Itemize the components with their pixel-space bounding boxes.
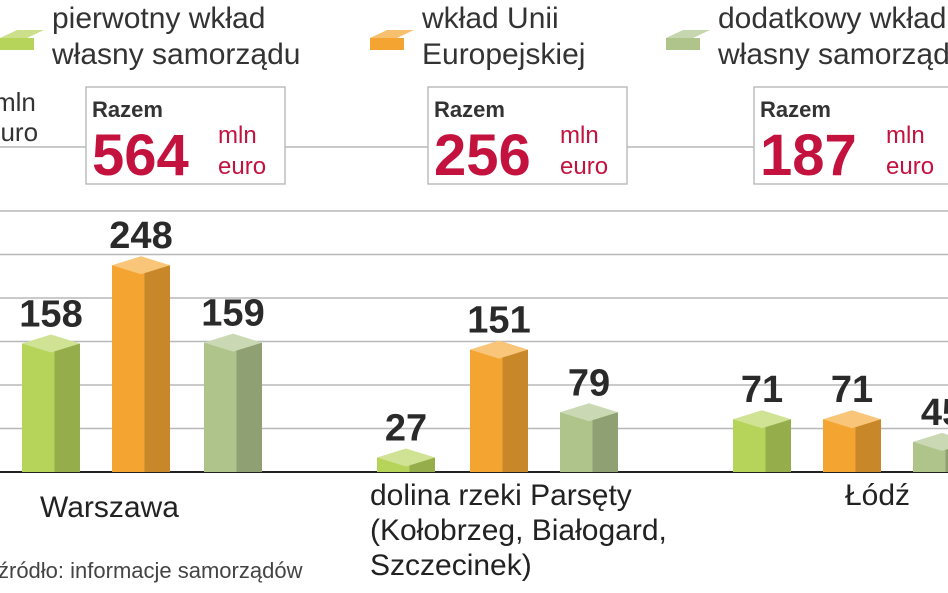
value-label: 79 [568, 362, 610, 404]
value-label: 71 [741, 369, 783, 411]
bar-front [112, 265, 145, 472]
total-value: 256 [434, 123, 531, 188]
legend-swatch [370, 38, 404, 50]
region-label: Warszawa [40, 491, 179, 524]
bar-top [823, 410, 881, 429]
legend-label-line2: Europejskiej [422, 38, 585, 71]
total-unit-line1: mln [886, 122, 925, 149]
value-labels: 158 27 71 248 151 71 159 79 45 [19, 215, 948, 449]
category-labels: Warszawa dolina rzeki Parsęty(Kołobrzeg, … [40, 479, 910, 582]
region-label: dolina rzeki Parsęty(Kołobrzeg, Białogar… [370, 479, 667, 582]
bar [112, 256, 170, 472]
region-label-line: Warszawa [40, 491, 179, 524]
bar-front [470, 349, 503, 472]
bar-side [236, 342, 262, 472]
total-value: 187 [760, 123, 857, 188]
bar-front [823, 419, 856, 472]
bar [204, 333, 262, 472]
bar-side [855, 419, 881, 472]
bar [733, 410, 791, 472]
region-label-line: Łódź [845, 479, 910, 512]
bar-top [204, 333, 262, 352]
value-label: 71 [831, 369, 873, 411]
region-label-line: dolina rzeki Parsęty [370, 479, 632, 512]
legend-label-line1: pierwotny wkład [52, 2, 265, 35]
total-label: Razem [760, 97, 831, 122]
legend-swatch-top [370, 30, 414, 38]
bar [22, 334, 80, 472]
legend-swatch-top [0, 30, 44, 38]
region-label-line: (Kołobrzeg, Białogard, [370, 514, 667, 547]
legend-label-line1: dodatkowy wkład [718, 2, 946, 35]
unit-line1: mln [0, 87, 36, 117]
region-label: Łódź [845, 479, 910, 512]
total-unit-line1: mln [560, 122, 599, 149]
bar-side [144, 265, 170, 472]
bar-front [204, 342, 237, 472]
value-label: 159 [201, 293, 264, 335]
legend-label-line2: własny samorządu [717, 38, 948, 71]
bar-top [112, 256, 170, 275]
legend-label-line1: wkład Unii [421, 2, 559, 35]
legend-label-line2: własny samorządu [51, 38, 300, 71]
total-unit-line2: euro [560, 153, 608, 180]
bar-top [913, 432, 948, 451]
total-unit-line2: euro [218, 153, 266, 180]
total-unit-line2: euro [886, 153, 934, 180]
legend-swatch [0, 38, 34, 50]
value-label: 27 [385, 408, 427, 450]
bar-front [560, 412, 593, 472]
bar [470, 340, 528, 472]
value-label: 248 [109, 215, 172, 257]
total-unit-line1: mln [218, 122, 257, 149]
bar-top [733, 410, 791, 429]
region-label-line: Szczecinek) [370, 549, 532, 582]
bar-top [560, 403, 618, 422]
bar-top [22, 334, 80, 353]
legend-swatch-top [666, 30, 710, 38]
bars [22, 256, 948, 472]
value-label: 45 [921, 392, 948, 434]
legend-swatch [666, 38, 700, 50]
bar [377, 448, 435, 472]
bar-side [592, 412, 618, 472]
unit-line2: euro [0, 117, 38, 147]
total-box-frame [85, 86, 286, 185]
total-box-frame [427, 86, 628, 185]
bar [823, 410, 881, 472]
bar-front [733, 419, 766, 472]
unit-label: mln euro [0, 87, 38, 147]
total-label: Razem [434, 97, 505, 122]
bar [560, 403, 618, 472]
bar-side [54, 343, 80, 472]
bar-top [470, 340, 528, 359]
bar-side [765, 419, 791, 472]
value-label: 158 [19, 294, 82, 336]
total-value: 564 [92, 123, 189, 188]
total-box-frame [753, 86, 948, 185]
value-label: 151 [467, 300, 530, 342]
bar [913, 432, 948, 472]
bar-side [945, 441, 948, 472]
total-label: Razem [92, 97, 163, 122]
bar-side [502, 349, 528, 472]
bar-top [377, 448, 435, 467]
source-note: źródło: informacje samorządów [0, 558, 303, 583]
bar-front [22, 343, 55, 472]
